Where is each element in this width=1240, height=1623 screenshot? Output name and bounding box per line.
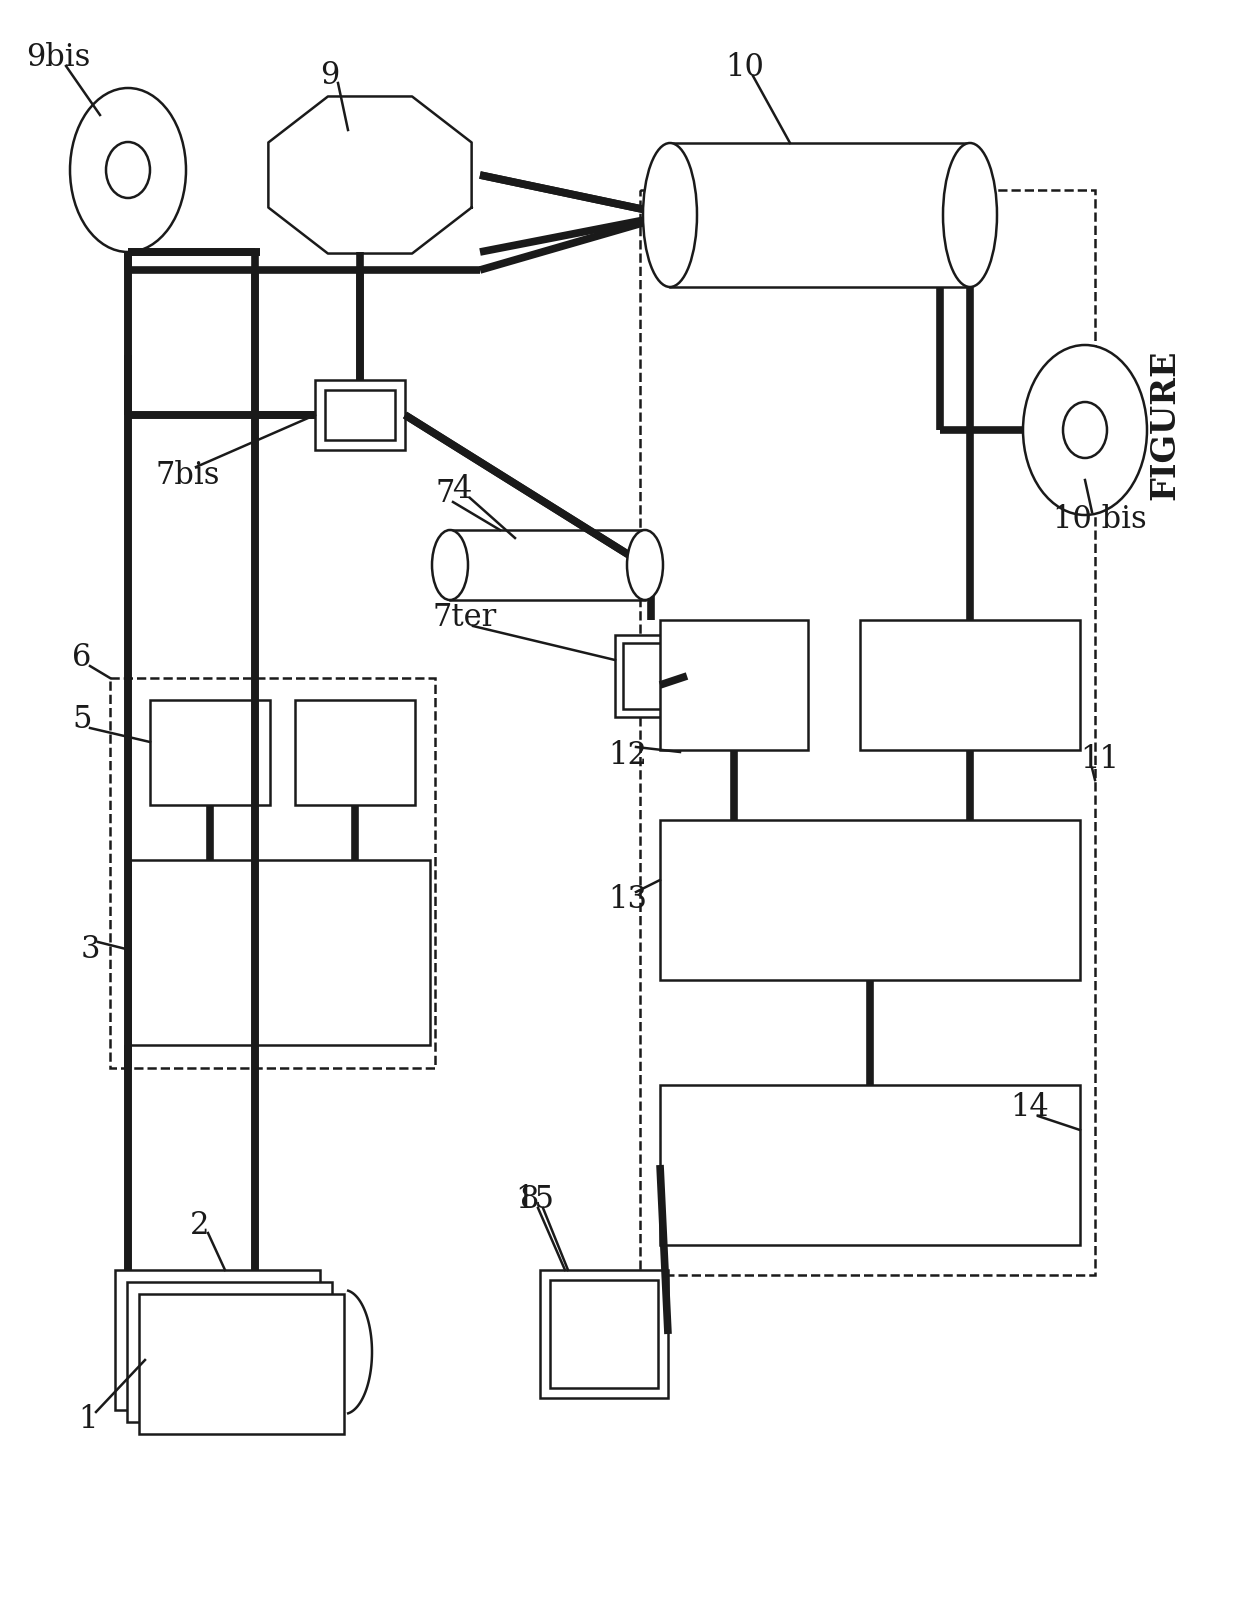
Bar <box>861 620 1080 750</box>
Text: 14: 14 <box>1011 1092 1049 1123</box>
Text: 4: 4 <box>453 474 471 505</box>
Bar <box>110 678 435 1068</box>
Bar <box>539 1271 668 1397</box>
Ellipse shape <box>432 531 467 601</box>
Text: 6: 6 <box>72 643 92 674</box>
Text: 2: 2 <box>190 1209 210 1240</box>
Ellipse shape <box>69 88 186 252</box>
Text: 7: 7 <box>435 479 455 510</box>
Ellipse shape <box>627 531 663 601</box>
Bar <box>660 1086 1080 1245</box>
Bar <box>622 643 680 709</box>
Bar <box>150 700 270 805</box>
Bar <box>551 1281 658 1388</box>
Polygon shape <box>268 96 471 253</box>
Bar <box>450 531 645 601</box>
Bar <box>139 1294 343 1435</box>
Bar <box>660 820 1080 980</box>
Bar <box>660 620 808 750</box>
Bar <box>126 1282 332 1422</box>
Text: 9bis: 9bis <box>26 42 91 73</box>
Bar <box>615 635 687 717</box>
Text: 7ter: 7ter <box>433 602 497 633</box>
Text: 5: 5 <box>72 704 92 735</box>
Bar <box>640 190 1095 1276</box>
Bar <box>115 1271 320 1410</box>
Ellipse shape <box>1023 346 1147 514</box>
Text: 15: 15 <box>516 1185 554 1216</box>
Text: FIGURE: FIGURE <box>1148 349 1182 500</box>
Text: 7bis: 7bis <box>156 459 221 490</box>
Bar <box>315 380 405 450</box>
Text: 1: 1 <box>78 1404 98 1435</box>
Ellipse shape <box>644 143 697 287</box>
Text: 9: 9 <box>320 60 340 91</box>
Ellipse shape <box>942 143 997 287</box>
Text: 10 bis: 10 bis <box>1053 505 1147 536</box>
Bar <box>130 860 430 1045</box>
Bar <box>325 390 396 440</box>
Bar <box>670 143 970 287</box>
Bar <box>295 700 415 805</box>
Text: 3: 3 <box>81 935 99 966</box>
Ellipse shape <box>105 141 150 198</box>
Text: 8: 8 <box>521 1185 539 1216</box>
Text: 12: 12 <box>609 740 647 771</box>
Text: 11: 11 <box>1080 745 1120 776</box>
Text: 10: 10 <box>725 52 764 83</box>
Ellipse shape <box>1063 403 1107 458</box>
Text: 13: 13 <box>609 885 647 915</box>
